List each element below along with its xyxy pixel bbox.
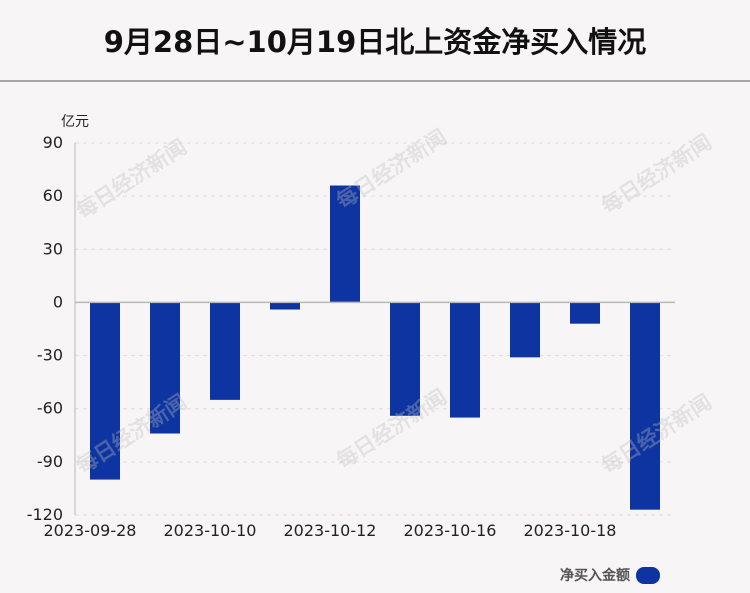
bar[interactable] [90,302,120,480]
bar[interactable] [510,302,540,358]
y-tick-label: -30 [37,346,63,365]
bar[interactable] [150,302,180,434]
y-tick-label: -120 [27,505,63,524]
bar[interactable] [570,302,600,324]
bar[interactable] [630,302,660,510]
x-tick-label: 2023-10-12 [284,521,377,540]
x-tick-label: 2023-10-18 [524,521,617,540]
bar[interactable] [450,302,480,418]
y-tick-label: 60 [43,186,63,205]
title-divider [0,80,750,82]
bars [90,185,660,510]
grid-lines [75,142,675,516]
y-tick-label: -60 [37,399,63,418]
y-tick-label: 0 [53,292,63,311]
legend-swatch [636,566,660,584]
y-tick-label: -90 [37,452,63,471]
bar[interactable] [270,302,300,310]
bar[interactable] [330,185,360,303]
bar[interactable] [210,302,240,400]
bar[interactable] [390,302,420,416]
legend[interactable]: 净买入金额 [560,563,660,587]
chart-title: 9月28日~10月19日北上资金净买入情况 [103,25,647,59]
y-tick-label: 90 [43,133,63,152]
x-tick-label: 2023-10-10 [164,521,257,540]
x-tick-label: 2023-10-16 [404,521,497,540]
y-tick-label: 30 [43,239,63,258]
legend-label: 净买入金额 [560,568,630,584]
x-tick-label: 2023-09-28 [44,521,137,540]
y-axis-label: 亿元 [61,114,89,130]
